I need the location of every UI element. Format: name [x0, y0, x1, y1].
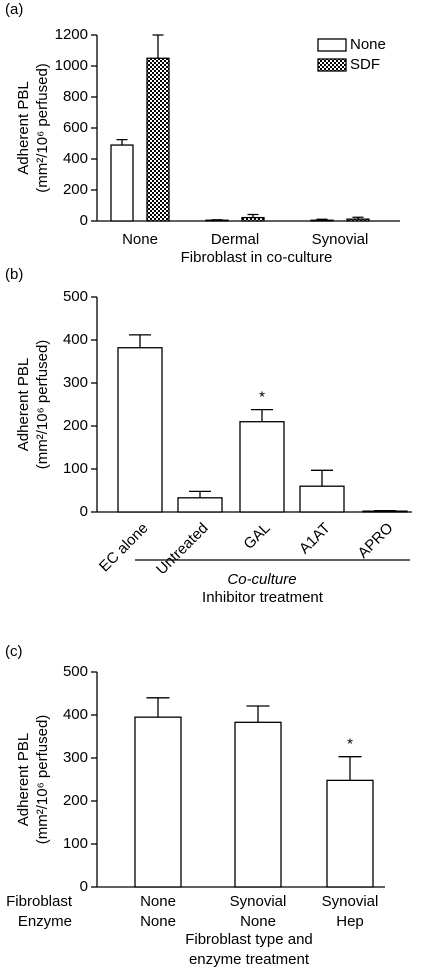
- row-label: Fibroblast: [6, 893, 73, 910]
- legend-swatch: [317, 38, 347, 52]
- error-bar: [251, 409, 273, 422]
- y-tick-label: 200: [63, 181, 88, 198]
- row-label: Enzyme: [18, 913, 72, 930]
- bar: [134, 716, 182, 888]
- x-tick-label: None: [240, 913, 276, 930]
- y-tick-label: 400: [63, 331, 88, 348]
- panel-label: (a): [5, 1, 23, 18]
- bar: [110, 144, 134, 222]
- y-tick-label: 500: [63, 663, 88, 680]
- error-bar: [146, 697, 170, 718]
- x-axis-label: enzyme treatment: [189, 951, 310, 968]
- x-tick-label: EC alone: [96, 520, 152, 576]
- error-bar: [129, 334, 151, 348]
- y-tick-label: 0: [80, 503, 88, 520]
- bar: [346, 218, 370, 222]
- y-tick-label: 100: [63, 835, 88, 852]
- y-tick-label: 200: [63, 417, 88, 434]
- y-tick-label: 300: [63, 749, 88, 766]
- bar: [117, 347, 163, 513]
- error-bar: [246, 705, 270, 723]
- annotation: *: [347, 736, 353, 753]
- bar: [241, 216, 265, 222]
- y-tick-label: 400: [63, 150, 88, 167]
- error-bar: [316, 218, 328, 221]
- x-tick-label: None: [140, 893, 176, 910]
- y-axis-label: Adherent PBL: [15, 733, 32, 826]
- x-axis-label: Fibroblast in co-culture: [181, 249, 333, 266]
- y-tick-label: 200: [63, 792, 88, 809]
- panel-label: (c): [5, 643, 23, 660]
- annotation: *: [259, 389, 265, 406]
- legend-swatch: [317, 58, 347, 72]
- x-axis-label: Inhibitor treatment: [202, 589, 324, 606]
- x-tick-label: GAL: [240, 520, 273, 553]
- bar: [234, 721, 282, 888]
- y-tick-label: 300: [63, 374, 88, 391]
- error-bar: [189, 490, 211, 498]
- y-axis-label: (mm²/10⁶ perfused): [34, 715, 51, 845]
- bar: [177, 497, 223, 513]
- x-tick-label: Synovial: [322, 893, 379, 910]
- x-tick-label: None: [140, 913, 176, 930]
- y-axis-label: Adherent PBL: [15, 81, 32, 174]
- y-tick-label: 600: [63, 119, 88, 136]
- y-tick-label: 0: [80, 212, 88, 229]
- error-bar: [116, 138, 128, 146]
- group-label: Co-culture: [227, 571, 296, 588]
- error-bar: [152, 34, 164, 59]
- x-tick-label: A1AT: [296, 520, 334, 558]
- bar: [299, 485, 345, 513]
- error-bar: [247, 213, 259, 218]
- panel-label: (b): [5, 266, 23, 283]
- x-tick-label: None: [122, 231, 158, 248]
- bar: [146, 57, 170, 222]
- y-tick-label: 1200: [55, 26, 88, 43]
- bar: [239, 421, 285, 513]
- x-tick-label: Synovial: [312, 231, 369, 248]
- legend-label: SDF: [350, 56, 380, 73]
- legend-label: None: [350, 36, 386, 53]
- y-tick-label: 800: [63, 88, 88, 105]
- y-axis-label: Adherent PBL: [15, 358, 32, 451]
- x-tick-label: APRO: [355, 520, 397, 562]
- y-axis-label: (mm²/10⁶ perfused): [34, 340, 51, 470]
- bar: [310, 219, 334, 222]
- y-axis-label: (mm²/10⁶ perfused): [34, 63, 51, 193]
- x-tick-label: Synovial: [230, 893, 287, 910]
- error-bar: [352, 216, 364, 220]
- y-tick-label: 400: [63, 706, 88, 723]
- y-tick-label: 1000: [55, 57, 88, 74]
- error-bar: [338, 756, 362, 781]
- x-tick-label: Hep: [336, 913, 364, 930]
- x-axis-label: Fibroblast type and: [185, 931, 313, 948]
- bar: [326, 779, 374, 888]
- y-tick-label: 500: [63, 288, 88, 305]
- x-tick-label: Untreated: [153, 520, 212, 579]
- error-bar: [311, 469, 333, 487]
- x-tick-label: Dermal: [211, 231, 259, 248]
- y-tick-label: 100: [63, 460, 88, 477]
- y-tick-label: 0: [80, 878, 88, 895]
